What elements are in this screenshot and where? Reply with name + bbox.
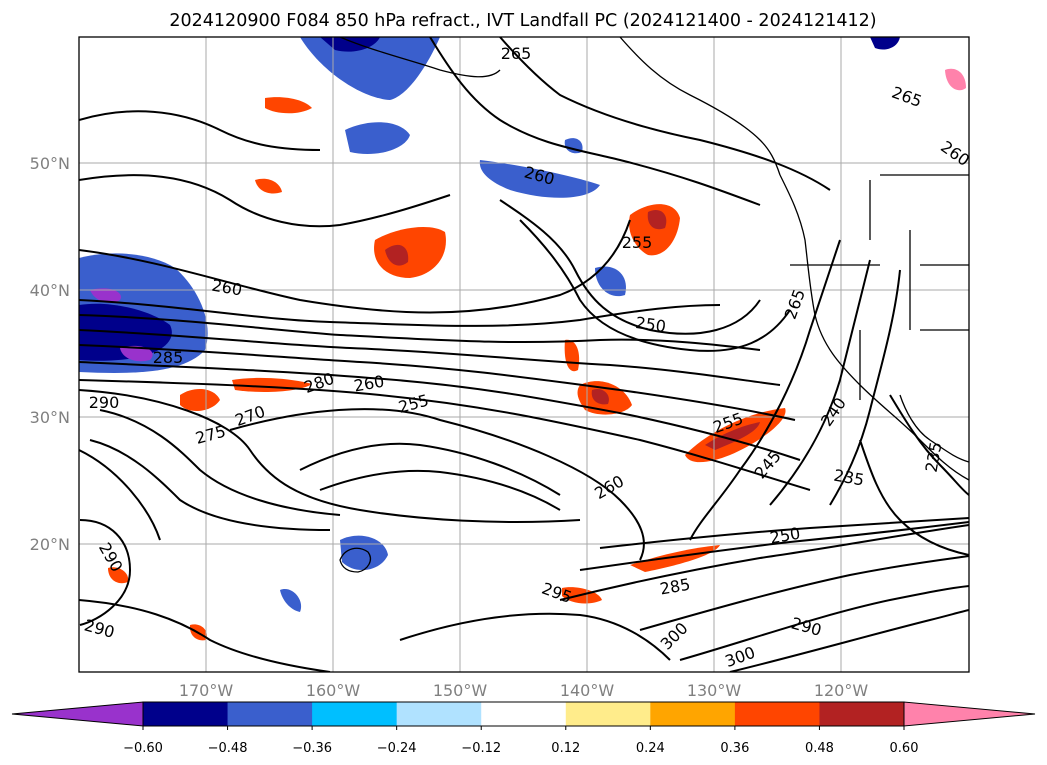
- lat-tick-label: 50°N: [30, 154, 70, 173]
- lon-tick-label: 170°W: [179, 681, 234, 700]
- neg-anomaly-west-inner: [90, 288, 153, 362]
- contour-label: 265: [501, 44, 532, 63]
- neg-anomaly-mid: [479, 160, 600, 198]
- colorbar-tick-label: 0.24: [636, 741, 665, 756]
- contour-label: 290: [89, 393, 120, 412]
- colorbar-extend-high: [904, 702, 1035, 726]
- map-background: [79, 37, 969, 672]
- colorbar-segment: [143, 702, 229, 726]
- pos-anomaly-m: [108, 567, 129, 584]
- colorbar-extend-low: [12, 702, 143, 726]
- colorbar-tick-label: −0.60: [123, 741, 163, 756]
- longitude-ticks: 170°W 160°W 150°W 140°W 130°W 120°W: [179, 681, 869, 700]
- colorbar-segment: [227, 702, 313, 726]
- graticule: [79, 37, 969, 672]
- filled-anomalies: [79, 37, 966, 641]
- colorbar-segment: [819, 702, 905, 726]
- colorbar-tick-label: −0.36: [292, 741, 332, 756]
- colorbar-tick-label: 0.48: [805, 741, 834, 756]
- lat-tick-label: 40°N: [30, 281, 70, 300]
- contour-label: 250: [634, 313, 667, 336]
- coastlines: [339, 37, 969, 573]
- map-title: 2024120900 F084 850 hPa refract., IVT La…: [169, 11, 876, 31]
- colorbar-tick-label: 0.36: [720, 741, 749, 756]
- pos-anomaly-i: [265, 97, 312, 114]
- pos-anomaly-j: [255, 178, 282, 194]
- lon-tick-label: 160°W: [306, 681, 361, 700]
- neg-anomaly-gulf: [345, 122, 410, 155]
- pos-anomaly-b: [629, 204, 680, 256]
- neg-anomaly-alaska-core: [320, 37, 380, 52]
- colorbar-segment: [565, 702, 651, 726]
- colorbar-tick-label: 0.60: [890, 741, 919, 756]
- colorbar-tick-label: −0.48: [208, 741, 248, 756]
- colorbar-segment: [312, 702, 398, 726]
- lon-tick-label: 120°W: [814, 681, 869, 700]
- colorbar-segment: [481, 702, 567, 726]
- neg-anomaly-b: [595, 266, 626, 297]
- pos-anomaly-d-core: [705, 422, 760, 450]
- colorbar-ticks: −0.60 −0.48 −0.36 −0.24 −0.12 0.12 0.24 0.36 0.4…: [123, 726, 918, 756]
- lat-tick-label: 30°N: [30, 408, 70, 427]
- pos-anomaly-b-core: [647, 209, 667, 230]
- neg-anomaly-small2: [280, 589, 302, 612]
- contour-label: 255: [622, 233, 653, 252]
- colorbar-tick-label: 0.12: [551, 741, 580, 756]
- pos-anomaly-a-core: [385, 244, 409, 266]
- colorbar-segment: [650, 702, 736, 726]
- pos-anomaly-g: [630, 545, 720, 572]
- colorbar-tick-label: −0.24: [377, 741, 417, 756]
- pos-anomaly-e: [180, 388, 220, 412]
- colorbar-segment: [734, 702, 820, 726]
- neg-anomaly-alaska: [300, 37, 440, 100]
- colorbar-segment: [396, 702, 482, 726]
- lon-tick-label: 150°W: [433, 681, 488, 700]
- colorbar: −0.60 −0.48 −0.36 −0.24 −0.12 0.12 0.24 0.36 0.4…: [11, 701, 1036, 756]
- colorbar-segments: [12, 702, 1035, 726]
- contour-label: 285: [153, 348, 184, 367]
- neg-anomaly-nw: [870, 37, 900, 50]
- map-frame: [78, 36, 970, 673]
- refractivity-contours: [79, 37, 969, 672]
- pos-anomaly-c-core: [591, 388, 609, 405]
- lat-tick-label: 20°N: [30, 535, 70, 554]
- colorbar-frame: [142, 701, 905, 727]
- latitude-ticks: 50°N 40°N 30°N 20°N: [30, 154, 70, 554]
- lon-tick-label: 140°W: [560, 681, 615, 700]
- map-panel: [78, 36, 970, 673]
- colorbar-tick-label: −0.12: [461, 741, 501, 756]
- pos-anomaly-a: [374, 226, 446, 278]
- lon-tick-label: 130°W: [687, 681, 742, 700]
- pos-anomaly-k: [945, 68, 966, 91]
